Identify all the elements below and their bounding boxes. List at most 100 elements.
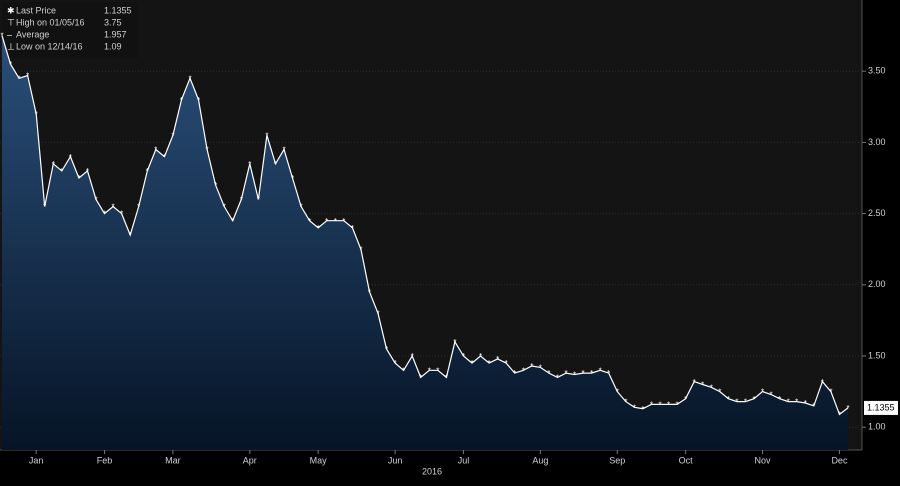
marker: * bbox=[795, 398, 798, 407]
marker: * bbox=[744, 398, 747, 407]
marker: * bbox=[317, 224, 320, 233]
marker: * bbox=[94, 195, 97, 204]
legend-symbol: – bbox=[7, 29, 12, 39]
marker: * bbox=[641, 405, 644, 414]
legend-box bbox=[2, 2, 138, 58]
y-tick-label: 2.50 bbox=[868, 208, 886, 218]
marker: * bbox=[376, 309, 379, 318]
marker: * bbox=[428, 366, 431, 375]
y-tick-label: 1.00 bbox=[868, 422, 886, 432]
x-tick-label: Oct bbox=[679, 455, 694, 465]
y-tick-label: 2.00 bbox=[868, 279, 886, 289]
line bbox=[1, 35, 849, 416]
legend-symbol: ⊥ bbox=[7, 41, 15, 51]
marker: * bbox=[821, 378, 824, 387]
legend-symbol: ✱ bbox=[7, 5, 15, 15]
marker: * bbox=[291, 174, 294, 183]
marker: * bbox=[453, 338, 456, 347]
marker: * bbox=[752, 395, 755, 404]
marker: * bbox=[436, 366, 439, 375]
marker: * bbox=[103, 210, 106, 219]
marker: * bbox=[197, 96, 200, 105]
marker: * bbox=[129, 231, 132, 240]
legend-symbol: ⊤ bbox=[7, 17, 15, 27]
marker: * bbox=[402, 366, 405, 375]
marker: * bbox=[257, 195, 260, 204]
marker: * bbox=[667, 401, 670, 410]
marker: * bbox=[325, 217, 328, 226]
marker: * bbox=[513, 369, 516, 378]
legend: ✱ Last Price 1.1355 ⊤ High on 01/05/16 3.75 – A… bbox=[2, 2, 138, 58]
marker: * bbox=[385, 345, 388, 354]
x-tick-label: Feb bbox=[97, 455, 113, 465]
marker: * bbox=[419, 373, 422, 382]
marker: * bbox=[778, 395, 781, 404]
marker: * bbox=[539, 364, 542, 373]
last-price-label: 1.1355 bbox=[867, 402, 895, 412]
x-tick-label: Apr bbox=[243, 455, 257, 465]
marker: * bbox=[77, 174, 80, 183]
marker: * bbox=[137, 203, 140, 212]
marker: * bbox=[479, 352, 482, 361]
marker: * bbox=[616, 388, 619, 397]
marker: * bbox=[804, 399, 807, 408]
marker: * bbox=[812, 402, 815, 411]
last-price-tag bbox=[864, 400, 898, 415]
marker: * bbox=[556, 373, 559, 382]
marker: * bbox=[547, 369, 550, 378]
marker: * bbox=[240, 195, 243, 204]
marker: * bbox=[120, 210, 123, 219]
marker: * bbox=[693, 378, 696, 387]
marker: * bbox=[214, 181, 217, 190]
marker: * bbox=[718, 388, 721, 397]
marker: * bbox=[607, 369, 610, 378]
marker: * bbox=[112, 203, 115, 212]
marker: * bbox=[727, 395, 730, 404]
marker: * bbox=[308, 217, 311, 226]
marker: * bbox=[86, 167, 89, 176]
marker: * bbox=[505, 359, 508, 368]
marker: * bbox=[163, 153, 166, 162]
marker: * bbox=[573, 371, 576, 380]
marker: * bbox=[684, 395, 687, 404]
x-tick-label: Sep bbox=[609, 455, 625, 465]
y-tick-label: 3.00 bbox=[868, 137, 886, 147]
marker: * bbox=[787, 398, 790, 407]
marker: * bbox=[206, 146, 209, 155]
marker: * bbox=[846, 404, 849, 413]
marker: * bbox=[462, 352, 465, 361]
marker: * bbox=[770, 391, 773, 400]
marker: * bbox=[710, 383, 713, 392]
x-tick-label: May bbox=[310, 455, 328, 465]
marker: * bbox=[582, 369, 585, 378]
x-tick-label: Nov bbox=[755, 455, 772, 465]
marker: * bbox=[530, 362, 533, 371]
marker: * bbox=[599, 366, 602, 375]
marker: * bbox=[334, 217, 337, 226]
y-tick-label: 1.50 bbox=[868, 350, 886, 360]
marker: * bbox=[26, 72, 29, 81]
legend-value: 1.957 bbox=[104, 29, 127, 39]
y-tick-label: 3.50 bbox=[868, 66, 886, 76]
marker: * bbox=[394, 359, 397, 368]
marker: * bbox=[411, 352, 414, 361]
marker: * bbox=[359, 245, 362, 254]
marker: * bbox=[43, 203, 46, 212]
x-axis-label: 2016 bbox=[422, 466, 442, 476]
marker: * bbox=[650, 401, 653, 410]
area bbox=[2, 35, 848, 450]
marker: * bbox=[488, 359, 491, 368]
marker: * bbox=[351, 224, 354, 233]
marker: * bbox=[522, 366, 525, 375]
x-tick-label: Mar bbox=[165, 455, 181, 465]
marker: * bbox=[180, 96, 183, 105]
marker: * bbox=[761, 388, 764, 397]
legend-label: High on 01/05/16 bbox=[16, 17, 85, 27]
x-tick-label: Dec bbox=[831, 455, 848, 465]
marker: * bbox=[9, 60, 12, 69]
marker: * bbox=[624, 398, 627, 407]
marker: * bbox=[274, 160, 277, 169]
marker: * bbox=[496, 355, 499, 364]
marker: * bbox=[342, 217, 345, 226]
